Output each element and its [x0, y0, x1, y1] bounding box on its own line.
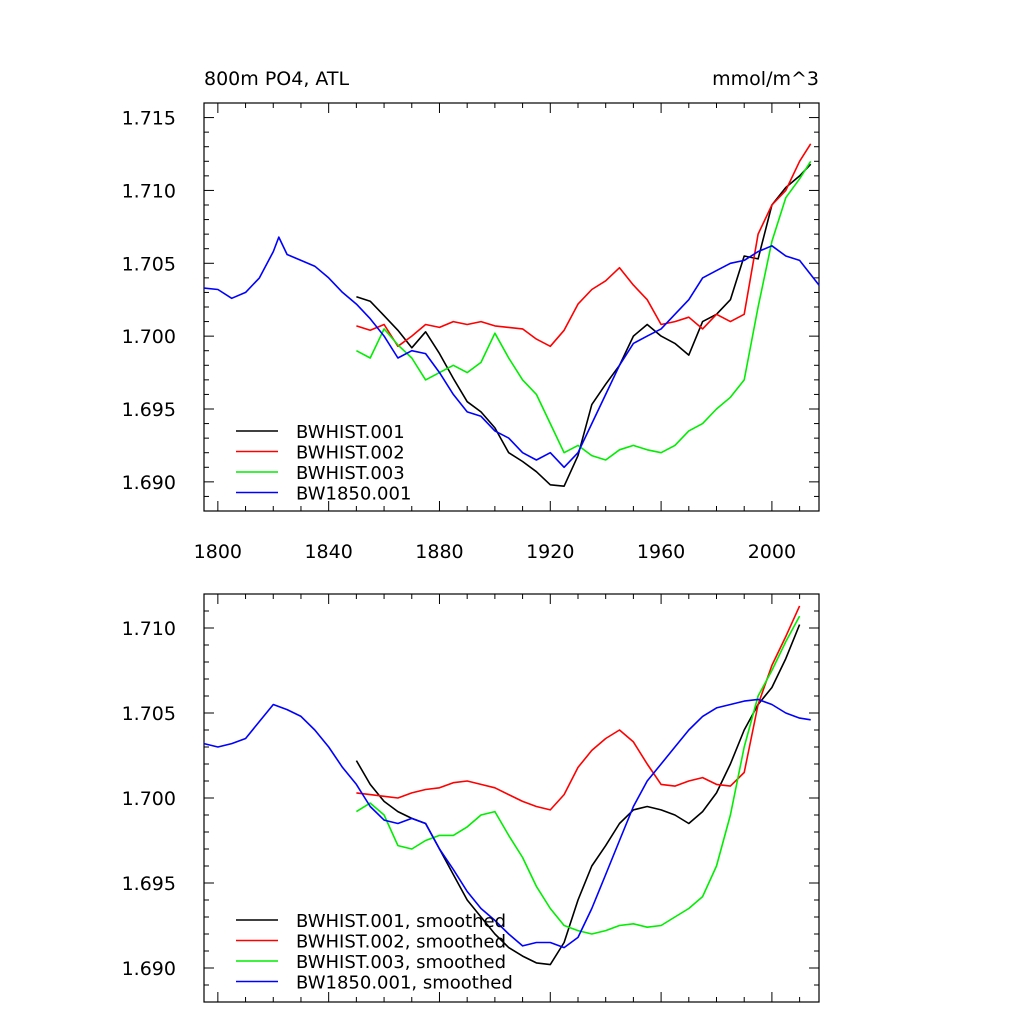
y-tick-label: 1.690 [122, 958, 176, 980]
x-tick-label: 1840 [304, 541, 352, 563]
y-tick-label: 1.695 [122, 399, 176, 421]
x-tick-label: 1920 [526, 541, 574, 563]
top-ticks [204, 102, 819, 512]
x-tick-label: 1880 [415, 541, 463, 563]
y-tick-label: 1.715 [122, 108, 176, 130]
series-line-bwhist-002-smoothed [356, 605, 801, 811]
bottom-series-lines [203, 605, 811, 966]
bottom-ticks [204, 593, 819, 1003]
legend-label-bwhist-003: BWHIST.003 [296, 463, 405, 484]
series-line-bwhist-003 [356, 160, 812, 461]
top-series-lines [203, 143, 820, 488]
bottom-y-tick-labels: 1.690 1.695 1.700 1.705 1.710 [122, 618, 176, 980]
y-tick-label: 1.710 [122, 180, 176, 202]
y-tick-label: 1.710 [122, 618, 176, 640]
series-line-bw1850-001 [203, 236, 820, 469]
series-line-bwhist-003-smoothed [355, 615, 801, 935]
top-x-tick-labels: 1800 1840 1880 1920 1960 2000 [194, 541, 796, 563]
y-tick-label: 1.700 [122, 326, 176, 348]
series-line-bw1850-001-smoothed [203, 698, 811, 949]
legend-label-bwhist-003-smoothed: BWHIST.003, smoothed [296, 952, 506, 973]
top-chart-panel: 800m PO4, ATL mmol/m^3 1.6901.6951.7001.… [122, 68, 820, 563]
y-tick-label: 1.700 [122, 788, 176, 810]
bottom-chart-panel: 1.690 1.695 1.700 1.705 1.710 BWHIST.001, sm… [122, 593, 820, 1003]
legend-label-bw1850-001: BW1850.001 [296, 484, 411, 505]
top-chart-title: 800m PO4, ATL [204, 68, 350, 90]
legend-label-bwhist-002-smoothed: BWHIST.002, smoothed [296, 932, 506, 953]
y-tick-label: 1.690 [122, 472, 176, 494]
series-line-bwhist-002 [356, 143, 812, 348]
y-tick-label: 1.705 [122, 253, 176, 275]
legend-label-bwhist-002: BWHIST.002 [296, 443, 405, 464]
x-tick-label: 1960 [637, 541, 685, 563]
top-chart-units: mmol/m^3 [712, 68, 819, 90]
legend-label-bwhist-001-smoothed: BWHIST.001, smoothed [296, 911, 506, 932]
y-tick-label: 1.695 [122, 873, 176, 895]
y-tick-label: 1.705 [122, 703, 176, 725]
x-tick-label: 1800 [194, 541, 242, 563]
legend-label-bwhist-001: BWHIST.001 [296, 422, 405, 443]
x-tick-label: 2000 [748, 541, 796, 563]
series-line-bwhist-001 [356, 163, 812, 488]
legend-label-bw1850-001-smoothed: BW1850.001, smoothed [296, 973, 513, 994]
top-y-tick-labels: 1.690 1.695 1.700 1.705 1.710 1.715 [122, 108, 176, 494]
